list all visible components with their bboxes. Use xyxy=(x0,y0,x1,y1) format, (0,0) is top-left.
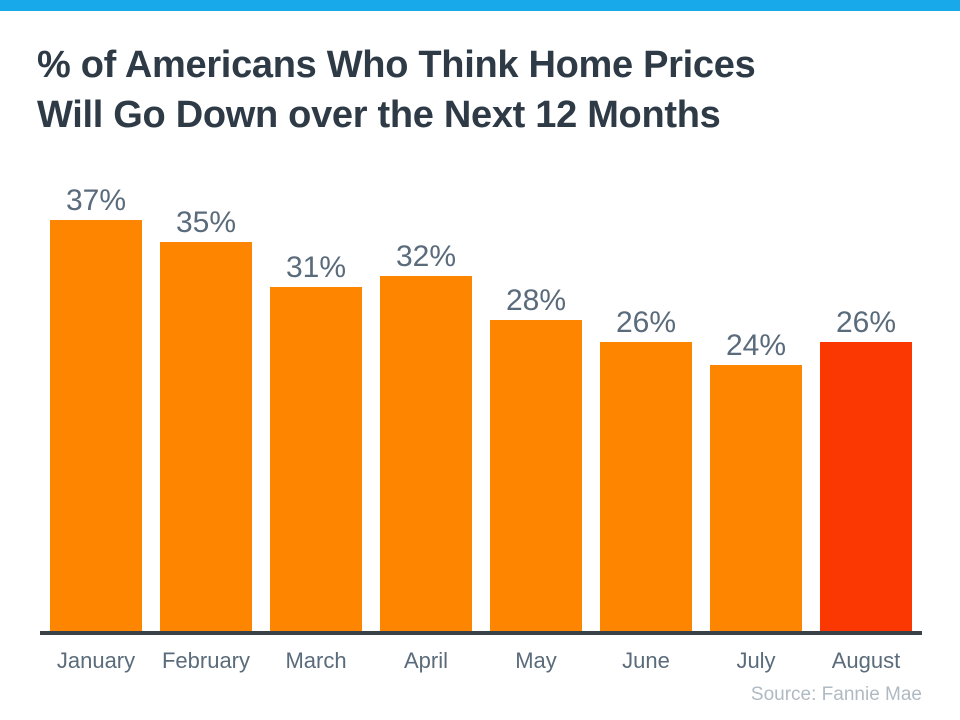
x-axis-label: July xyxy=(736,648,776,673)
top-accent-bar xyxy=(0,0,960,11)
source-attribution: Source: Fannie Mae xyxy=(750,684,922,705)
bar xyxy=(380,276,472,632)
x-axis-label: May xyxy=(515,648,557,673)
bar-value-label: 31% xyxy=(285,250,347,284)
bar-value-label: 28% xyxy=(505,283,567,317)
bar-value-label: 37% xyxy=(65,183,127,217)
x-axis-label: March xyxy=(285,648,347,673)
chart-title-line1: % of Americans Who Think Home Prices xyxy=(37,44,756,86)
bar xyxy=(160,242,252,632)
bar-value-label: 24% xyxy=(725,328,787,362)
bar xyxy=(270,287,362,632)
bar xyxy=(490,320,582,632)
x-axis-label: August xyxy=(831,648,901,673)
x-axis-label: February xyxy=(161,648,251,673)
bar xyxy=(820,342,912,632)
bar xyxy=(50,220,142,632)
bar-value-label: 26% xyxy=(615,305,677,339)
bar xyxy=(600,342,692,632)
x-axis-label: June xyxy=(622,648,670,673)
x-axis-label: April xyxy=(403,648,448,673)
bar-value-label: 35% xyxy=(175,205,237,239)
chart-title-line2: Will Go Down over the Next 12 Months xyxy=(37,94,721,136)
x-axis-line xyxy=(40,631,922,635)
bar xyxy=(710,365,802,632)
bar-value-label: 32% xyxy=(395,239,457,273)
chart-title: % of Americans Who Think Home Prices Wil… xyxy=(37,40,927,140)
x-axis-label: January xyxy=(56,648,136,673)
bar-value-label: 26% xyxy=(835,305,897,339)
